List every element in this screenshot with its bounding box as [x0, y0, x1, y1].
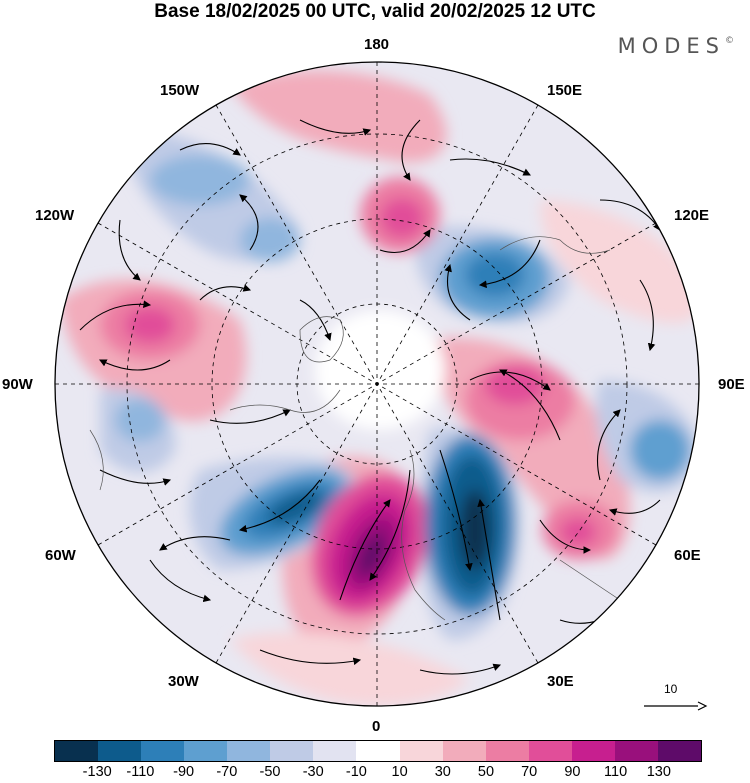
brand-mark: ©: [725, 36, 734, 46]
graticule: [55, 62, 699, 706]
color-scale-bar: [54, 740, 702, 762]
lon-label-30e: 30E: [547, 673, 574, 690]
color-swatch-8: [399, 741, 443, 761]
color-scale-tick-label: -130: [82, 764, 112, 780]
color-scale-tick-label: 130: [646, 764, 671, 780]
color-scale-tick-label: -110: [126, 764, 155, 780]
color-swatch-5: [270, 741, 314, 761]
page-title: Base 18/02/2025 00 UTC, valid 20/02/2025…: [154, 1, 596, 22]
color-scale-tick-label: -90: [173, 764, 195, 780]
lon-label-120e: 120E: [674, 207, 710, 224]
color-scale-tick-label: 70: [521, 764, 538, 780]
brand-logo: MODES©: [618, 34, 734, 58]
color-swatch-3: [184, 741, 228, 761]
lon-label-60e: 60E: [674, 547, 701, 564]
color-swatch-11: [528, 741, 572, 761]
color-swatch-2: [141, 741, 185, 761]
brand-name: MODES: [617, 34, 725, 58]
color-swatch-9: [442, 741, 486, 761]
color-scale-tick-label: -70: [216, 764, 238, 780]
color-swatch-6: [313, 741, 357, 761]
lon-label-30w: 30W: [168, 673, 199, 690]
map-boundary: [54, 61, 700, 707]
color-swatch-14: [657, 741, 701, 761]
color-swatch-10: [485, 741, 529, 761]
lon-label-120w: 120W: [35, 207, 75, 224]
reference-vector-label: 10: [664, 682, 678, 696]
lon-label-60w: 60W: [45, 547, 76, 564]
color-scale-tick-label: -30: [302, 764, 324, 780]
polar-map: [54, 61, 700, 707]
lon-label-90e: 90E: [718, 376, 745, 393]
color-scale-tick-label: 90: [564, 764, 581, 780]
color-swatch-13: [614, 741, 658, 761]
color-scale-tick-label: -10: [345, 764, 367, 780]
reference-vector-arrow: [644, 701, 708, 711]
color-swatch-12: [571, 741, 615, 761]
lon-label-90w: 90W: [2, 376, 33, 393]
color-scale-tick-label: 10: [391, 764, 408, 780]
color-scale-tick-label: 50: [477, 764, 495, 780]
color-swatch-1: [98, 741, 142, 761]
color-swatch-0: [55, 741, 99, 761]
lon-label-150w: 150W: [160, 82, 200, 99]
color-swatch-4: [227, 741, 271, 761]
lon-label-0: 0: [372, 718, 381, 735]
color-scale-tick-label: 110: [604, 764, 628, 780]
wind-vectors: [79, 119, 661, 675]
color-scale-tick-label: 30: [434, 764, 451, 780]
color-scale-tick-label: -50: [259, 764, 281, 780]
lon-label-150e: 150E: [547, 82, 583, 99]
lon-label-180: 180: [364, 36, 390, 53]
color-scale-ticks: -130 -110 -90 -70 -50 -30 -10 10 30 50 70 90 110 130: [54, 764, 702, 782]
color-swatch-7: [356, 741, 400, 761]
